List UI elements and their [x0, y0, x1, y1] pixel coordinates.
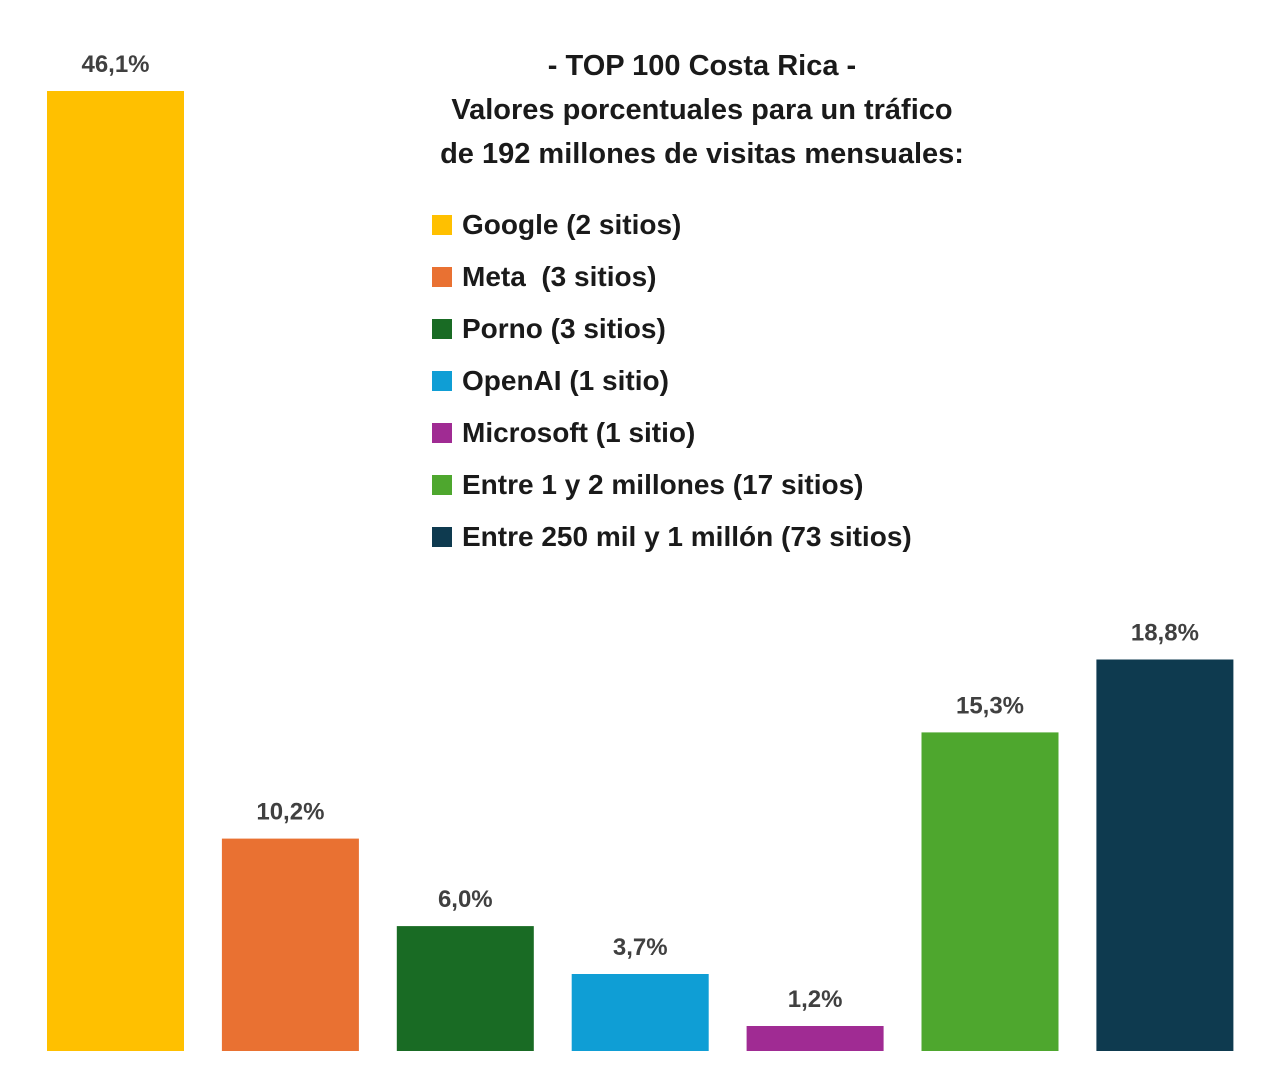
legend-item-google: Google (2 sitios) [432, 199, 912, 251]
legend-item-250mil-1millon: Entre 250 mil y 1 millón (73 sitios) [432, 511, 912, 563]
legend-swatch [432, 423, 452, 443]
data-label-1: 10,2% [256, 799, 324, 826]
legend-label: Entre 1 y 2 millones (17 sitios) [462, 469, 864, 500]
chart-title-line: Valores porcentuales para un tráfico [451, 94, 953, 126]
bar-0 [47, 91, 184, 1051]
bar-2 [396, 926, 534, 1051]
data-label-3: 3,7% [613, 934, 668, 961]
data-label-6: 18,8% [1131, 620, 1199, 647]
legend-item-openai: OpenAI (1 sitio) [432, 355, 912, 407]
chart-title-line: de 192 millones de visitas mensuales: [440, 138, 964, 170]
data-label-0: 46,1% [81, 51, 149, 78]
data-label-5: 15,3% [956, 692, 1024, 719]
bar-5 [921, 732, 1059, 1051]
chart-legend: Google (2 sitios) Meta (3 sitios) Porno … [432, 199, 912, 563]
legend-label: OpenAI (1 sitio) [462, 365, 669, 396]
legend-label: Microsoft (1 sitio) [462, 417, 696, 448]
legend-item-microsoft: Microsoft (1 sitio) [432, 407, 912, 459]
chart-title: - TOP 100 Costa Rica - Valores porcentua… [400, 44, 1004, 176]
legend-label: Entre 250 mil y 1 millón (73 sitios) [462, 521, 912, 552]
legend-swatch [432, 319, 452, 339]
legend-label: Meta (3 sitios) [462, 261, 657, 292]
legend-swatch [432, 371, 452, 391]
legend-label: Porno (3 sitios) [462, 313, 666, 344]
chart-title-line: - TOP 100 Costa Rica - [547, 50, 857, 82]
legend-label: Google (2 sitios) [462, 209, 682, 240]
bar-3 [571, 974, 709, 1051]
bar-6 [1096, 659, 1234, 1051]
data-label-4: 1,2% [788, 986, 843, 1013]
legend-swatch [432, 475, 452, 495]
bar-4 [746, 1026, 884, 1051]
bar-1 [221, 838, 359, 1051]
legend-swatch [432, 215, 452, 235]
legend-swatch [432, 267, 452, 287]
legend-swatch [432, 527, 452, 547]
legend-item-porno: Porno (3 sitios) [432, 303, 912, 355]
data-label-2: 6,0% [438, 886, 493, 913]
legend-item-meta: Meta (3 sitios) [432, 251, 912, 303]
legend-item-1-2-millones: Entre 1 y 2 millones (17 sitios) [432, 459, 912, 511]
